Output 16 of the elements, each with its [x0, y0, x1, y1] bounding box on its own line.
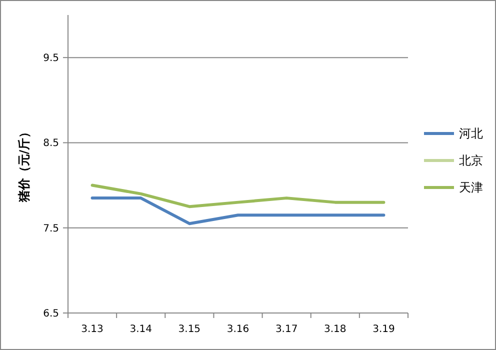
x-tick-label: 3.14 [130, 324, 152, 335]
legend-label: 北京 [459, 154, 483, 168]
y-tick-label: 9.5 [43, 53, 59, 64]
x-tick-label: 3.17 [275, 324, 298, 335]
x-tick-label: 3.16 [226, 324, 250, 335]
y-tick-label: 6.5 [43, 308, 59, 320]
legend-label: 河北 [459, 126, 483, 141]
x-tick-label: 3.13 [81, 324, 104, 335]
line-series [90, 184, 386, 208]
y-tick-label: 8.5 [43, 138, 59, 150]
x-tick-label: 3.18 [324, 324, 346, 335]
y-axis-title: 猪价（元/斤） [17, 126, 31, 204]
y-tick-label: 7.5 [43, 223, 59, 234]
x-tick-label: 3.19 [372, 324, 395, 335]
legend-label: 天津 [459, 180, 483, 195]
x-tick-label: 3.15 [178, 324, 201, 335]
